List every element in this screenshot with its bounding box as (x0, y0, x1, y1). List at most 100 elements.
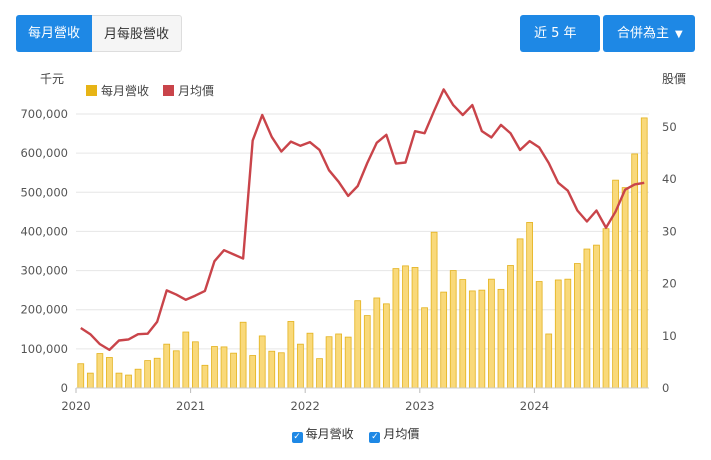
revenue-bar (163, 343, 171, 389)
range-dropdown[interactable]: 近 5 年 ▼ (520, 15, 600, 77)
toggle-price[interactable]: ✓ 月均價 (369, 427, 420, 443)
revenue-bar (316, 358, 323, 389)
y2-tick-label: 30 (662, 224, 677, 238)
right-axis-unit: 股價 (662, 72, 686, 86)
revenue-bar (497, 288, 505, 389)
y2-tick-label: 0 (662, 381, 669, 395)
y-tick-label: 100,000 (20, 342, 68, 356)
revenue-bar (545, 333, 553, 389)
revenue-bar (115, 372, 123, 389)
y-tick-label: 300,000 (20, 264, 68, 278)
revenue-bar (621, 187, 629, 389)
revenue-bar (192, 341, 199, 389)
y2-tick-label: 50 (662, 120, 677, 134)
revenue-bar (325, 336, 333, 389)
revenue-bar (268, 350, 276, 389)
toggle-revenue-label: 每月營收 (305, 427, 354, 441)
revenue-bar (507, 265, 514, 389)
revenue-bar (306, 332, 314, 389)
y2-tick-label: 10 (662, 329, 677, 343)
revenue-bar (201, 364, 209, 389)
revenue-bar (354, 300, 362, 389)
y-tick-label: 500,000 (20, 185, 68, 199)
revenue-bar (564, 278, 572, 389)
revenue-bar (211, 346, 218, 389)
legend-label-price: 月均價 (178, 84, 214, 98)
revenue-bar (125, 374, 132, 389)
revenue-bar (172, 350, 180, 389)
x-tick-label: 2024 (520, 399, 549, 413)
price-line-group (80, 88, 645, 352)
revenue-bar (230, 352, 237, 389)
revenue-bar (86, 372, 94, 389)
revenue-bar (144, 360, 151, 389)
legend-swatch-revenue (86, 85, 97, 96)
revenue-bar (602, 228, 610, 389)
revenue-bar (535, 281, 543, 389)
chevron-down-icon: ▼ (540, 66, 548, 77)
revenue-bar (182, 331, 190, 389)
revenue-bar (526, 222, 533, 389)
revenue-bar (583, 248, 591, 389)
revenue-bar (335, 333, 342, 389)
legend-label-revenue: 每月營收 (101, 83, 149, 98)
y-tick-label: 600,000 (20, 146, 68, 160)
revenue-bar (554, 279, 562, 389)
legend-swatch-price (163, 85, 174, 96)
y2-tick-label: 40 (662, 172, 677, 186)
revenue-bars (77, 117, 648, 389)
revenue-bar (153, 357, 161, 389)
revenue-bar (96, 353, 104, 389)
revenue-bar (277, 352, 285, 389)
revenue-bar (239, 321, 247, 389)
checkbox-checked-icon: ✓ (291, 432, 303, 443)
left-axis-unit: 千元 (40, 72, 64, 86)
revenue-bar (392, 268, 400, 389)
revenue-bar (106, 357, 113, 389)
grid-lines (76, 113, 649, 389)
revenue-bar (411, 267, 419, 389)
revenue-bar (363, 315, 371, 389)
price-line (80, 88, 645, 352)
revenue-bar (574, 263, 581, 389)
revenue-bar (459, 279, 467, 389)
toggle-price-label: 月均價 (383, 427, 420, 441)
revenue-bar (297, 343, 304, 389)
revenue-bar (383, 303, 390, 389)
scope-dropdown-label: 合併為主 (617, 26, 670, 41)
revenue-bar (373, 297, 381, 389)
y2-tick-label: 20 (662, 277, 677, 291)
revenue-bar (258, 335, 266, 389)
chart-legend: 每月營收 月均價 (86, 83, 214, 98)
axes: 0 100,000 200,000 300,000 400,000 500,000 600,… (20, 72, 686, 413)
revenue-bar (449, 270, 457, 389)
y-tick-label: 400,000 (20, 224, 68, 238)
revenue-bar (220, 346, 228, 389)
revenue-bar (468, 290, 476, 389)
revenue-bar (440, 291, 448, 389)
tab-monthly-revenue[interactable]: 每月營收 (16, 15, 93, 52)
y-tick-label: 200,000 (20, 303, 68, 317)
revenue-bar (421, 307, 428, 389)
y-tick-label: 700,000 (20, 107, 68, 121)
x-tick-label: 2022 (291, 399, 320, 413)
y-tick-label: 0 (61, 381, 68, 395)
revenue-bar (478, 289, 486, 389)
revenue-bar (430, 231, 438, 389)
revenue-bar (593, 244, 600, 389)
toggle-revenue[interactable]: ✓ 每月營收 (291, 427, 354, 443)
series-toggles: ✓ 每月營收 ✓ 月均價 (0, 425, 711, 443)
revenue-bar (249, 355, 257, 389)
scope-dropdown[interactable]: 合併為主 ▼ (603, 15, 695, 52)
x-tick-label: 2021 (176, 399, 205, 413)
revenue-bar (134, 368, 142, 389)
tab-monthly-per-share-revenue[interactable]: 月每股營收 (92, 15, 183, 52)
revenue-bar (488, 278, 495, 389)
revenue-bar (631, 153, 639, 389)
x-tick-label: 2020 (61, 399, 90, 413)
chevron-down-icon: ▼ (675, 29, 683, 40)
revenue-bar (344, 336, 352, 389)
revenue-tabs: 每月營收 月每股營收 (16, 15, 183, 52)
revenue-bar (287, 321, 295, 389)
revenue-bar (640, 117, 648, 389)
